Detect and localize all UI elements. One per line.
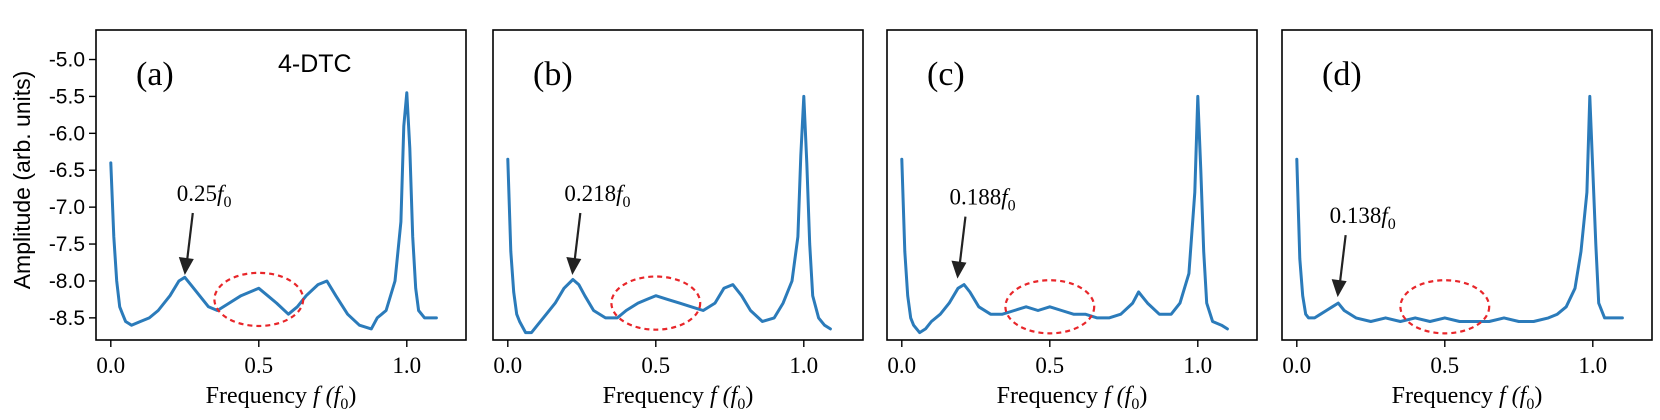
panel-label: (c) — [927, 56, 965, 93]
series-line — [109, 91, 438, 331]
x-axis-label: Frequency f (f0) — [206, 383, 357, 413]
x-tick-label: 0.5 — [641, 353, 670, 378]
y-tick-label: -8.0 — [49, 270, 85, 293]
annotation-arrow — [185, 212, 194, 264]
x-tick-label: 1.0 — [392, 353, 421, 378]
x-tick-label: 0.0 — [493, 353, 522, 378]
panel-label: (b) — [533, 56, 573, 93]
annotation-arrow — [1338, 234, 1347, 286]
panels: 0.0 0.5 1.0 -8.5 -8.0 -7.5 -7.0 -6.5 -6.0 -5.5 -5.… — [49, 29, 1653, 413]
y-tick-label: -7.5 — [49, 233, 85, 256]
x-tick-label: 1.0 — [1578, 353, 1607, 378]
y-tick-label: -7.0 — [49, 196, 85, 219]
series-line — [900, 94, 1229, 335]
plot-frame — [492, 29, 864, 341]
y-tick-label: -8.5 — [49, 307, 85, 330]
x-tick-label: 0.5 — [1430, 353, 1459, 378]
x-tick-label: 0.0 — [96, 353, 125, 378]
x-axis-label: Frequency f (f0) — [1392, 383, 1543, 413]
panel-2: 0.0 0.5 1.0 Frequency f (f0) (b) 0.218f0 — [492, 29, 864, 413]
annotation-label: 0.25f0 — [177, 181, 232, 211]
y-axis-label: Amplitude (arb. units) — [9, 71, 35, 290]
inset-title: 4-DTC — [278, 50, 352, 78]
x-tick-label: 0.5 — [1035, 353, 1064, 378]
y-tick-label: -6.0 — [49, 122, 85, 145]
panel-4: 0.0 0.5 1.0 Frequency f (f0) (d) 0.138f0 — [1281, 29, 1653, 413]
annotation-arrowhead — [951, 260, 967, 279]
annotation-arrowhead — [566, 256, 582, 275]
plot-frame — [1281, 29, 1653, 341]
x-tick-label: 0.0 — [1282, 353, 1311, 378]
y-tick-label: -5.5 — [49, 85, 85, 108]
series-line — [1295, 94, 1624, 323]
x-tick-label: 0.5 — [244, 353, 273, 378]
x-tick-label: 1.0 — [789, 353, 818, 378]
annotation-arrow — [573, 212, 582, 264]
plot-frame — [95, 29, 467, 341]
annotation-label: 0.218f0 — [564, 181, 630, 211]
highlight-circle — [213, 271, 305, 328]
panel-1: 0.0 0.5 1.0 -8.5 -8.0 -7.5 -7.0 -6.5 -6.0 -5.5 -5.… — [49, 29, 467, 413]
x-axis-label: Frequency f (f0) — [603, 383, 754, 413]
x-tick-label: 1.0 — [1183, 353, 1212, 378]
y-tick-label: -6.5 — [49, 159, 85, 182]
panel-label: (a) — [136, 56, 174, 93]
highlight-circle — [1399, 279, 1491, 335]
annotation-arrowhead — [1331, 279, 1347, 298]
annotation-arrowhead — [178, 256, 194, 275]
panel-3: 0.0 0.5 1.0 Frequency f (f0) (c) 0.188f0 — [886, 29, 1258, 413]
highlight-circle — [1004, 279, 1096, 335]
annotation-label: 0.138f0 — [1330, 203, 1396, 233]
x-axis-label: Frequency f (f0) — [997, 383, 1148, 413]
series-line — [506, 94, 832, 335]
highlight-circle — [610, 275, 702, 331]
annotation-label: 0.188f0 — [949, 185, 1015, 215]
panel-label: (d) — [1322, 56, 1362, 93]
y-tick-label: -5.0 — [49, 49, 85, 72]
annotation-arrow — [958, 216, 967, 267]
x-tick-label: 0.0 — [887, 353, 916, 378]
plot-frame — [886, 29, 1258, 341]
